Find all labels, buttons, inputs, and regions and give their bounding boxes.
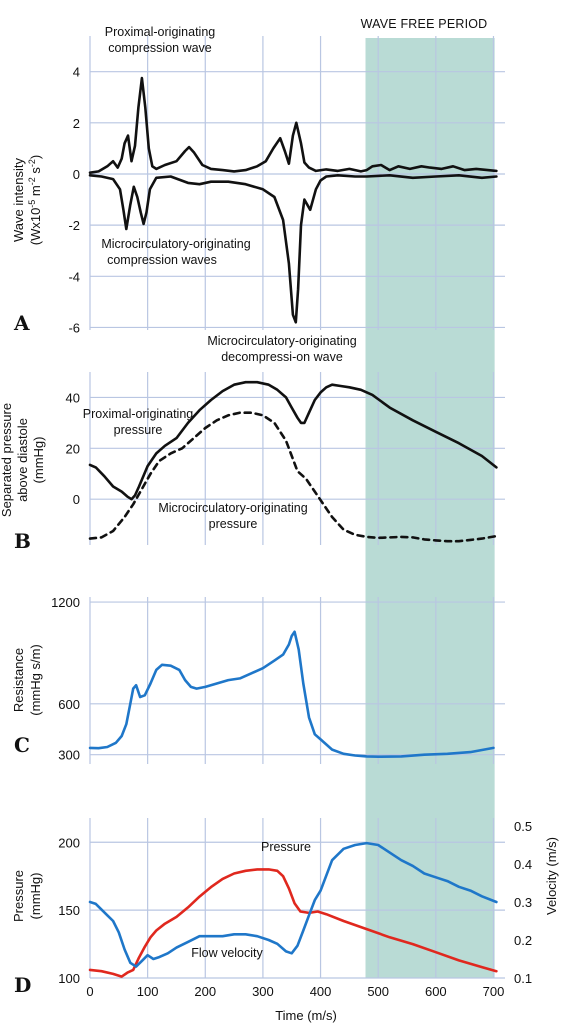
panel-d-y2tick-label: 0.3	[514, 895, 532, 910]
x-tick-label: 400	[310, 984, 332, 999]
annotation-proximal-pressure-2: pressure	[114, 423, 163, 437]
panel-c-ylabel-line2: (mmHg s/m)	[28, 644, 43, 716]
panel-a-ylabel-line2: (Wx10-5 m-2 s-2)	[27, 155, 43, 246]
panel-b-series-0-line	[88, 380, 498, 501]
x-tick-label: 600	[425, 984, 447, 999]
panel-b-ylabel-line2: above diastole	[15, 418, 30, 502]
panel-b-ytick-label: 40	[66, 390, 80, 405]
x-tick-label: 500	[367, 984, 389, 999]
panel-a-ytick-label: -6	[68, 320, 80, 335]
annotation-proximal-compression-2: compression wave	[108, 41, 212, 55]
x-tick-label: 300	[252, 984, 274, 999]
panel-d-ytick-label: 200	[58, 835, 80, 850]
panel-d-ylabel-line2: (mmHg)	[28, 873, 43, 920]
wave-free-period-label: WAVE FREE PERIOD	[361, 17, 488, 31]
wave-free-period-band-layer	[365, 38, 495, 978]
annotation-proximal-pressure-1: Proximal-originating	[83, 407, 194, 421]
panel-a-ytick-label: 4	[73, 65, 80, 80]
panel-b-ytick-label: 20	[66, 441, 80, 456]
panel-b-ylabel-line1: Separated pressure	[0, 403, 14, 517]
panel-c-ytick-label: 600	[58, 697, 80, 712]
annotation-proximal-compression-1: Proximal-originating	[105, 25, 216, 39]
x-axis-label: Time (m/s)	[275, 1008, 337, 1023]
annotation-flow-velocity: Flow velocity	[191, 946, 263, 960]
panel-a-ytick-label: 2	[73, 116, 80, 131]
panel-d-letter: D	[14, 973, 31, 997]
panel-d-y2tick-label: 0.2	[514, 933, 532, 948]
annotation-micro-pressure-1: Microcirculatory-originating	[158, 501, 307, 515]
annotation-micro-compression-1: Microcirculatory-originating	[101, 237, 250, 251]
panel-d-ytick-label: 100	[58, 971, 80, 986]
panel-d-ytick-label: 150	[58, 903, 80, 918]
panel-a-letter: A	[13, 311, 30, 335]
x-tick-label: 200	[194, 984, 216, 999]
annotation-micro-pressure-2: pressure	[209, 517, 258, 531]
annotation-micro-compression-2: compression waves	[107, 253, 217, 267]
panel-d-y2tick-label: 0.4	[514, 857, 532, 872]
tick-layer: 420-2-4-64020012006003002001501000.50.40…	[51, 65, 532, 999]
panel-a-ytick-label: -4	[68, 269, 80, 284]
x-tick-label: 700	[483, 984, 505, 999]
panel-d-y2tick-label: 0.5	[514, 819, 532, 834]
panel-b-series-1-line	[88, 411, 498, 543]
panel-d-y2tick-label: 0.1	[514, 971, 532, 986]
panel-b-ytick-label: 0	[73, 492, 80, 507]
curve-layer	[88, 76, 498, 978]
annotation-micro-decompression-1: Microcirculatory-originating	[207, 334, 356, 348]
x-tick-label: 100	[137, 984, 159, 999]
panel-c-letter: C	[14, 733, 30, 757]
panel-c-ytick-label: 1200	[51, 595, 80, 610]
panel-a-ytick-label: 0	[73, 167, 80, 182]
annotation-pressure: Pressure	[261, 840, 311, 854]
panel-c-series-0-line	[88, 630, 495, 758]
annotation-micro-decompression-2: decompressi-on wave	[221, 350, 343, 364]
panel-d-series-pressure-line	[88, 868, 498, 978]
panel-a-series-1-line	[88, 174, 498, 324]
wave-free-period-band	[365, 38, 495, 978]
panel-a-series-0-line	[88, 76, 498, 174]
panel-d-series-flow-velocity-line	[88, 841, 498, 968]
panel-d-ylabel-right: Velocity (m/s)	[544, 837, 559, 915]
grid-layer	[89, 36, 505, 979]
panel-d-ylabel-line1: Pressure	[11, 870, 26, 922]
panel-a-ytick-label: -2	[68, 218, 80, 233]
x-tick-label: 0	[86, 984, 93, 999]
panel-c-ylabel-line1: Resistance	[11, 648, 26, 712]
panel-b-ylabel-line3: (mmHg)	[31, 437, 46, 484]
panel-a-ylabel-line1: Wave intensity	[11, 157, 26, 242]
panel-b-letter: B	[14, 529, 31, 553]
panel-c-ytick-label: 300	[58, 748, 80, 763]
